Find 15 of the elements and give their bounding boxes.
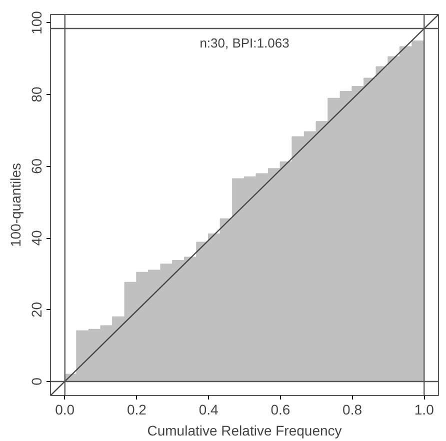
y-tick-label: 100 — [28, 10, 44, 34]
x-tick-label: 0.6 — [270, 402, 290, 418]
x-tick-label: 0.2 — [126, 402, 147, 418]
x-tick-label: 1.0 — [414, 402, 434, 418]
y-tick-label: 60 — [28, 158, 44, 174]
y-tick-label: 20 — [28, 302, 44, 318]
annotation: n:30, BPI:1.063 — [200, 36, 290, 51]
y-tick-label: 0 — [28, 377, 44, 386]
y-tick-label: 80 — [28, 86, 44, 102]
x-tick-label: 0.8 — [342, 402, 362, 418]
x-tick-label: 0.0 — [55, 402, 75, 418]
x-axis-title: Cumulative Relative Frequency — [147, 422, 342, 438]
x-tick-label: 0.4 — [198, 402, 219, 418]
y-axis-title: 100-quantiles — [8, 162, 24, 248]
y-tick-label: 40 — [28, 230, 44, 246]
